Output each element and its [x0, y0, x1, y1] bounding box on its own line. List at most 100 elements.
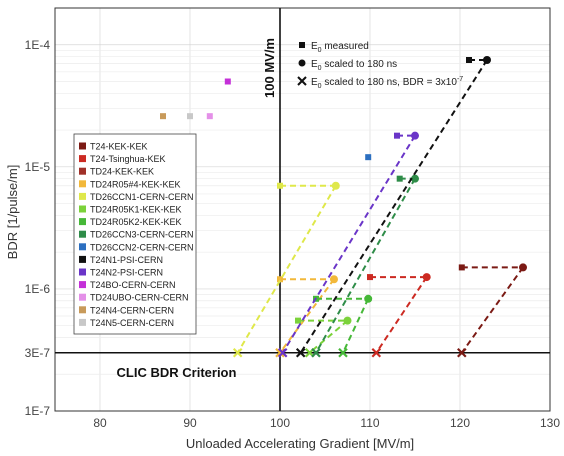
series-connector — [299, 59, 488, 354]
x-tick-label: 80 — [93, 416, 107, 430]
criterion-cross-point — [295, 347, 306, 358]
legend-swatch — [79, 243, 86, 251]
measured-point — [277, 276, 283, 283]
y-tick-label: 1E-6 — [25, 282, 51, 296]
series-legend: T24-KEK-KEK T24-Tsinghua-KEK TD24-KEK-KEK T… — [79, 142, 194, 328]
x-tick-label: 130 — [540, 416, 560, 430]
marker-legend-label: E0 scaled to 180 ns — [311, 59, 397, 72]
legend-swatch — [79, 205, 86, 213]
y-tick-label: 3E-7 — [25, 346, 51, 360]
cross-stroke — [275, 347, 285, 358]
measured-point — [295, 317, 301, 324]
legend-series-label: TD26CCN3-CERN-CERN — [90, 230, 194, 240]
measured-point — [466, 57, 472, 64]
series-connector — [309, 319, 349, 354]
criterion-cross-point — [232, 347, 243, 358]
legend-series-label: TD26CCN2-CERN-CERN — [90, 242, 194, 252]
y-tick-label: 1E-5 — [25, 160, 51, 174]
reference-lines: 100 MV/m CLIC BDR Criterion — [55, 8, 550, 411]
legend-swatch — [79, 167, 86, 175]
criterion-cross-point — [338, 347, 348, 358]
measured-point — [365, 154, 372, 161]
legend-series-label: T24N1-PSI-CERN — [90, 255, 163, 265]
x-tick-label: 120 — [450, 416, 470, 430]
criterion-cross-point — [457, 347, 467, 358]
marker-legend-label: E0 measured — [311, 41, 369, 54]
legend-square-marker — [299, 42, 305, 48]
legend-series-label: T24N5-CERN-CERN — [90, 318, 174, 328]
scaled-point — [364, 294, 373, 303]
series-connector — [315, 178, 416, 354]
measured-point — [458, 264, 465, 271]
marker-legend: E0 measured E0 scaled to 180 ns E0 scaled … — [297, 41, 463, 90]
legend-series-label: TD26CCN1-CERN-CERN — [90, 192, 194, 202]
legend-swatch — [79, 142, 86, 150]
reference-label-100mvm: 100 MV/m — [262, 38, 277, 98]
measured-point — [396, 175, 403, 182]
legend-series-label: TD24R05K2-KEK-KEK — [90, 217, 182, 227]
legend-series-label: T24N2-PSI-CERN — [90, 268, 163, 278]
measured-point — [367, 274, 373, 281]
legend-circle-marker — [298, 59, 306, 67]
x-tick-label: 110 — [360, 416, 379, 430]
series-connector — [281, 135, 416, 354]
tick-labels: 80 90 100 110 120 130 1E-7 3E-7 1E-6 1E-5 1E-4 — [25, 38, 561, 430]
criterion-cross-point — [311, 347, 321, 358]
scaled-point — [422, 273, 431, 282]
measured-point — [160, 113, 166, 120]
legend-swatch — [79, 155, 86, 163]
series-connector — [375, 276, 428, 354]
cross-stroke — [371, 347, 382, 358]
scaled-point — [331, 181, 340, 190]
legend-series-label: T24BO-CERN-CERN — [90, 280, 176, 290]
measured-point — [224, 78, 231, 85]
criterion-cross-point — [277, 347, 288, 358]
measured-point — [394, 132, 400, 139]
y-tick-label: 1E-4 — [25, 38, 51, 52]
legend-swatch — [79, 180, 86, 188]
criterion-cross-point — [275, 347, 285, 358]
legend-series-label: TD24-KEK-KEK — [90, 167, 154, 177]
cross-stroke — [232, 347, 243, 358]
cross-stroke — [338, 347, 348, 358]
legend-swatch — [79, 218, 86, 226]
legend-series-label: TD24UBO-CERN-CERN — [90, 293, 189, 303]
legend-series-label: TD24R05#4-KEK-KEK — [90, 179, 181, 189]
series-connector — [460, 266, 524, 354]
x-tick-label: 90 — [183, 416, 197, 430]
marker-legend-label: E0 scaled to 180 ns, BDR = 3x10-7 — [311, 76, 463, 90]
measured-point — [187, 113, 193, 120]
series-connector — [236, 185, 337, 354]
legend-cross-stroke — [297, 76, 307, 86]
x-axis-title: Unloaded Accelerating Gradient [MV/m] — [186, 436, 414, 451]
reference-label-clic-bdr: CLIC BDR Criterion — [117, 365, 237, 380]
scaled-point — [483, 56, 491, 65]
x-tick-label: 100 — [270, 416, 290, 430]
scaled-point — [519, 263, 527, 272]
criterion-cross-point — [371, 347, 382, 358]
legend-swatch — [79, 192, 86, 200]
legend-swatch — [79, 268, 86, 276]
legend-series-label: TD24R05K1-KEK-KEK — [90, 205, 182, 215]
legend-series-label: T24-KEK-KEK — [90, 142, 148, 152]
cross-stroke — [457, 347, 467, 358]
measured-point — [277, 182, 283, 189]
legend-series-label: T24N4-CERN-CERN — [90, 305, 174, 315]
series-layer — [160, 56, 527, 358]
measured-point — [206, 113, 213, 120]
plot-frame — [54, 7, 551, 412]
series-connector — [279, 278, 335, 354]
legend-swatch — [79, 255, 86, 263]
scaled-point — [330, 275, 338, 284]
legend-swatch — [79, 306, 86, 314]
legend-swatch — [79, 230, 86, 238]
cross-stroke — [295, 347, 306, 358]
legend-swatch — [79, 281, 86, 289]
y-axis-title: BDR [1/pulse/m] — [5, 165, 20, 260]
scaled-point — [411, 131, 419, 140]
scaled-point — [343, 316, 352, 325]
legend-swatch — [79, 293, 86, 301]
cross-stroke — [277, 347, 288, 358]
series-legend-box — [73, 133, 197, 335]
